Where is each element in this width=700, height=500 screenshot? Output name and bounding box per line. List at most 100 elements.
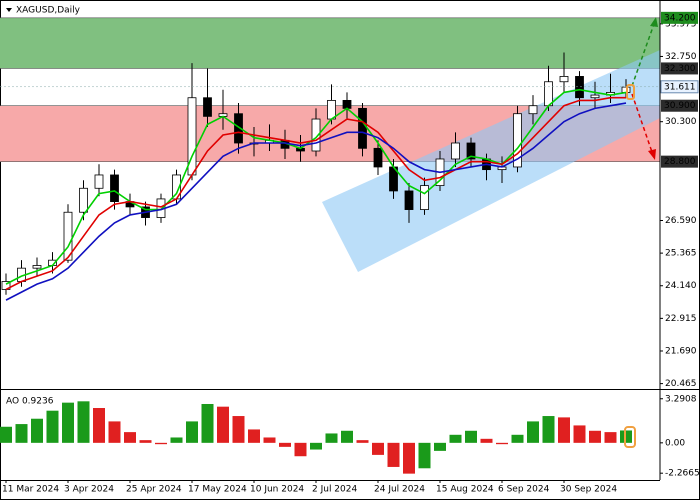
y-tick-label: 20.465 — [665, 379, 697, 389]
candle-body — [590, 94, 600, 99]
ao-bar — [589, 430, 601, 443]
moving-average-line — [5, 88, 627, 285]
ao-bar — [387, 442, 400, 467]
y-tick-label: 22.915 — [665, 314, 697, 324]
ao-bar — [465, 430, 477, 443]
x-tick-label: 17 May 2024 — [188, 485, 247, 495]
level-label: 30.900 — [664, 101, 696, 111]
y-tick-label: 32.750 — [665, 52, 697, 62]
candle-body — [79, 187, 88, 213]
indicator-title: AO 0.9236 — [6, 397, 54, 407]
level-label-box — [661, 11, 698, 24]
down-arrow-head — [648, 149, 656, 160]
candle-body — [358, 107, 367, 149]
y-tick-label: 21.690 — [665, 346, 697, 356]
ao-bar — [0, 426, 12, 443]
ao-bar — [31, 418, 43, 443]
ao-bar — [511, 434, 524, 443]
x-tick-label: 24 Jul 2024 — [374, 485, 425, 495]
candle-body — [451, 142, 460, 160]
ao-bar — [15, 424, 28, 443]
candle-body — [373, 147, 383, 168]
level-label: 28.800 — [664, 157, 696, 167]
ao-bar — [449, 434, 462, 443]
last-price-label: 31.611 — [664, 82, 696, 92]
x-tick-label: 25 Apr 2024 — [126, 485, 182, 495]
ao-bar — [139, 440, 152, 443]
candle-body — [528, 105, 538, 115]
labels: 33.975 32.750 30.300 26.590 25.365 24.140 22.9… — [2, 11, 700, 495]
up-arrow-head — [650, 17, 658, 27]
y-tick-label: 24.140 — [665, 281, 697, 291]
candle-body — [94, 174, 104, 189]
candle-body — [575, 76, 584, 99]
candle-body — [544, 81, 553, 107]
ao-bar — [403, 442, 415, 474]
level-label-box — [661, 99, 698, 112]
ao-bar — [418, 442, 431, 469]
ao-bar — [93, 408, 105, 443]
ao-bar — [542, 416, 555, 443]
ao-bar — [372, 442, 384, 455]
ao-bar — [217, 406, 229, 443]
x-tick-label: 2 Jul 2024 — [312, 485, 357, 495]
up-arrow — [631, 23, 655, 87]
candle-body — [203, 97, 212, 117]
candle-body — [420, 185, 429, 210]
candle-body — [404, 190, 414, 210]
ao-bar — [341, 430, 353, 443]
ao-bar — [263, 437, 276, 443]
chart-title: XAGUSD,Daily — [16, 6, 81, 16]
candle-body — [234, 113, 243, 144]
candle-body — [466, 142, 476, 160]
x-tick-label: 15 Aug 2024 — [436, 485, 494, 495]
candle-body — [110, 174, 119, 202]
ao-bar — [573, 425, 586, 443]
ao-bar — [77, 401, 90, 443]
x-tick-label: 10 Jun 2024 — [250, 485, 304, 495]
last-ao-highlight — [624, 426, 636, 448]
ao-bar — [232, 416, 245, 443]
y-tick-label: 26.590 — [665, 216, 697, 226]
candle-body — [311, 118, 321, 152]
level-label-box — [661, 62, 698, 75]
level-zone — [0, 17, 660, 69]
level-label: 34.200 — [664, 13, 696, 23]
y-tick-label: 3.2908 — [665, 394, 697, 404]
ao-bar — [248, 429, 260, 443]
candle-body — [63, 211, 73, 261]
ao-bar — [108, 421, 121, 443]
ao-bar — [170, 437, 183, 443]
level-label-box — [661, 155, 698, 168]
level-label: 32.300 — [664, 64, 696, 74]
ao-bar — [558, 417, 570, 443]
ao-bar — [155, 442, 167, 445]
candle-body — [342, 99, 352, 109]
ao-bar — [527, 421, 539, 443]
ao-bar — [604, 432, 617, 443]
moving-average-line — [5, 96, 626, 291]
candle-body — [559, 76, 569, 83]
ao-bar — [279, 442, 291, 447]
x-tick-label: 3 Apr 2024 — [64, 485, 114, 495]
symbol-menu-icon[interactable] — [6, 8, 12, 12]
candle-body — [32, 265, 42, 269]
ao-bar — [201, 403, 214, 443]
ao-bar — [124, 432, 136, 443]
y-tick-label: -2.2665 — [665, 469, 700, 479]
ao-bar — [310, 442, 322, 450]
x-tick-label: 30 Sep 2024 — [560, 485, 617, 495]
forecast-arrows — [624, 17, 658, 448]
ao-bar — [46, 410, 59, 443]
ao-bar — [186, 421, 198, 443]
ao-bar — [480, 438, 493, 443]
candle-body — [513, 113, 522, 168]
last-candle-highlight — [626, 84, 635, 100]
last-price-box — [660, 80, 699, 94]
x-tick-label: 6 Sep 2024 — [498, 485, 550, 495]
ao-bar — [496, 442, 508, 445]
down-arrow — [631, 93, 653, 153]
ao-bar — [325, 433, 338, 443]
moving-average-line — [5, 102, 627, 301]
